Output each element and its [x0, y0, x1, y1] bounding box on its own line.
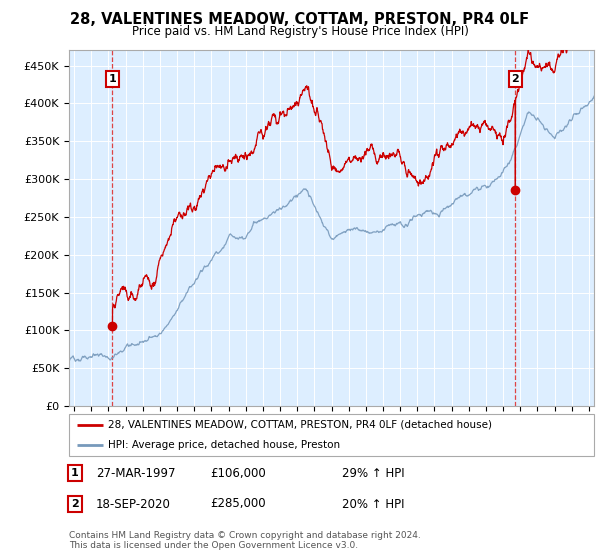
- Text: 29% ↑ HPI: 29% ↑ HPI: [342, 466, 404, 480]
- Text: 27-MAR-1997: 27-MAR-1997: [96, 466, 176, 480]
- Text: 1: 1: [71, 468, 79, 478]
- Text: Price paid vs. HM Land Registry's House Price Index (HPI): Price paid vs. HM Land Registry's House …: [131, 25, 469, 38]
- Text: Contains HM Land Registry data © Crown copyright and database right 2024.
This d: Contains HM Land Registry data © Crown c…: [69, 530, 421, 550]
- Text: 20% ↑ HPI: 20% ↑ HPI: [342, 497, 404, 511]
- Text: £285,000: £285,000: [210, 497, 266, 511]
- FancyBboxPatch shape: [69, 414, 594, 456]
- Text: 18-SEP-2020: 18-SEP-2020: [96, 497, 171, 511]
- Text: £106,000: £106,000: [210, 466, 266, 480]
- Text: 2: 2: [512, 74, 519, 84]
- Text: 2: 2: [71, 499, 79, 509]
- Text: 1: 1: [109, 74, 116, 84]
- Text: 28, VALENTINES MEADOW, COTTAM, PRESTON, PR4 0LF: 28, VALENTINES MEADOW, COTTAM, PRESTON, …: [70, 12, 530, 27]
- Text: 28, VALENTINES MEADOW, COTTAM, PRESTON, PR4 0LF (detached house): 28, VALENTINES MEADOW, COTTAM, PRESTON, …: [109, 420, 493, 430]
- Text: HPI: Average price, detached house, Preston: HPI: Average price, detached house, Pres…: [109, 440, 341, 450]
